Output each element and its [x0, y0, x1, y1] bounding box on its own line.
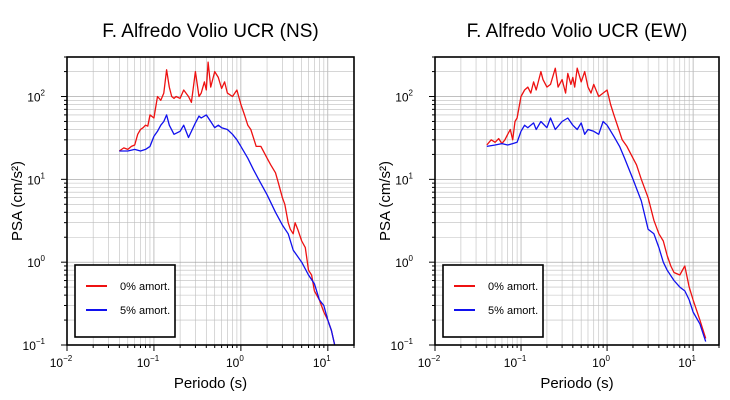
x-tick-label: 101	[678, 354, 696, 370]
y-axis-label: PSA (cm/s²)	[9, 161, 26, 241]
x-tick-label: 10−1	[504, 354, 527, 370]
x-axis-label: Periodo (s)	[174, 375, 247, 392]
y-tick-label: 102	[27, 89, 45, 105]
series-line-undamped	[486, 67, 707, 339]
x-tick-label: 100	[226, 354, 244, 370]
series-line-damped	[486, 117, 707, 342]
y-tick-label: 101	[395, 171, 413, 187]
legend-box	[442, 264, 544, 338]
y-axis-label: PSA (cm/s²)	[377, 161, 394, 241]
y-tick-label: 10−1	[391, 337, 414, 353]
y-tick-label: 10−1	[23, 337, 46, 353]
chart-title: F. Alfredo Volio UCR (NS)	[102, 21, 318, 42]
x-tick-label: 101	[313, 354, 331, 370]
x-tick-label: 10−2	[50, 354, 73, 370]
plot-frame	[66, 56, 355, 346]
series-line-undamped	[118, 61, 336, 346]
legend-label: 5% amort.	[488, 305, 538, 317]
series-line-damped	[119, 114, 336, 346]
grid	[434, 56, 720, 346]
legend: 0% amort. 5% amort.	[442, 264, 544, 338]
y-tick-label: 100	[27, 254, 45, 270]
x-axis-label: Periodo (s)	[540, 375, 613, 392]
y-tick-label: 102	[395, 89, 413, 105]
y-tick-label: 101	[27, 171, 45, 187]
legend-label: 5% amort.	[120, 305, 170, 317]
legend-label: 0% amort.	[120, 281, 170, 293]
y-tick-label: 100	[395, 254, 413, 270]
grid	[66, 56, 355, 346]
x-tick-label: 10−2	[418, 354, 441, 370]
legend-label: 0% amort.	[488, 281, 538, 293]
legend-box	[74, 264, 176, 338]
legend: 0% amort. 5% amort.	[74, 264, 176, 338]
chart-title: F. Alfredo Volio UCR (EW)	[467, 21, 688, 42]
x-tick-label: 10−1	[137, 354, 160, 370]
plot-frame	[434, 56, 720, 346]
x-tick-label: 100	[592, 354, 610, 370]
